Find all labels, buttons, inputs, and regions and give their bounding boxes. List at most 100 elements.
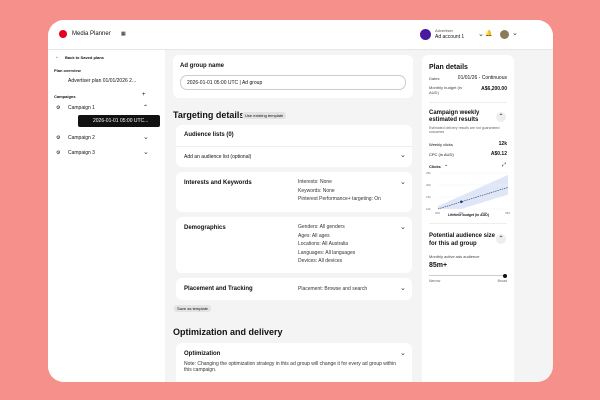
y-tick-label: 15k bbox=[426, 195, 431, 199]
sidebar-campaign-1[interactable]: ⚙ Campaign 1 ⌃ bbox=[54, 102, 154, 114]
devices-line: Devices: All devices bbox=[298, 258, 343, 264]
budget-value: A$6,200.00 bbox=[481, 86, 507, 92]
chevron-down-icon: ⌄ bbox=[143, 149, 149, 156]
bell-icon[interactable]: 🔔 bbox=[485, 31, 493, 37]
placement-card[interactable]: Placement and Tracking Placement: Browse… bbox=[176, 278, 412, 300]
chevron-down-icon[interactable]: ⌄ bbox=[444, 162, 449, 168]
plan-overview-label: Plan overview bbox=[54, 68, 81, 73]
keywords-line: Keywords: None bbox=[298, 187, 335, 194]
interests-line: Interests: None bbox=[298, 179, 332, 185]
back-label: Back to Saved plans bbox=[65, 55, 104, 60]
confidence-band bbox=[438, 174, 508, 209]
chart-xlabel: Lifetime budget (in AUD) bbox=[448, 213, 489, 217]
dates-label: Dates bbox=[429, 76, 440, 81]
app-window: Media Planner ▦ Advertiser Ad account 1 … bbox=[48, 20, 553, 382]
ad-group-name-label: Ad group name bbox=[180, 63, 225, 69]
chart-metric-dropdown[interactable]: Clicks bbox=[429, 164, 441, 169]
weekly-results-title: Campaign weekly estimated results bbox=[429, 110, 480, 123]
campaign-icon: ⚙ bbox=[56, 150, 61, 156]
plan-name-link[interactable]: Advertiser plan 01/01/2026 2... bbox=[68, 78, 137, 84]
plan-details-title: Plan details bbox=[429, 64, 468, 71]
interests-title: Interests and Keywords bbox=[184, 180, 252, 186]
campaign-label: Campaign 2 bbox=[68, 135, 95, 141]
campaign-label: Campaign 3 bbox=[68, 150, 95, 156]
expand-icon[interactable]: ⤢ bbox=[502, 162, 507, 168]
ages-line: Ages: All ages bbox=[298, 232, 330, 239]
sidebar: ← Back to Saved plans Plan overview Adve… bbox=[48, 50, 165, 382]
series-line bbox=[437, 187, 509, 210]
demographics-title: Demographics bbox=[184, 225, 226, 231]
cpc-label: CPC (in AUD) bbox=[429, 152, 454, 157]
dates-value: 01/01/26 - Continuous bbox=[457, 75, 507, 81]
ad-group-label: 2026-01-01 05:00 UTC... bbox=[93, 118, 149, 124]
x-tick-label: 200 bbox=[435, 211, 440, 215]
locations-line: Locations: All Australia bbox=[298, 241, 349, 247]
y-tick-label: 20k bbox=[426, 183, 431, 187]
budget-label: Monthly budget (in AUD) bbox=[429, 85, 462, 95]
sidebar-campaign-3[interactable]: ⚙ Campaign 3 ⌄ bbox=[54, 147, 154, 159]
ad-group-name-input[interactable]: 2026-01-01 05:00 UTC | Ad group bbox=[180, 75, 406, 90]
audience-meter bbox=[429, 273, 507, 278]
ad-group-name-value: 2026-01-01 05:00 UTC | Ad group bbox=[187, 80, 263, 86]
weekly-note: Estimated delivery results are not guara… bbox=[429, 126, 500, 134]
pinterest-logo-icon bbox=[59, 30, 67, 38]
sidebar-campaign-2[interactable]: ⚙ Campaign 2 ⌄ bbox=[54, 132, 154, 144]
languages-line: Languages: All languages bbox=[298, 249, 356, 256]
demographics-summary: Genders: All genders Ages: All ages Loca… bbox=[298, 223, 355, 266]
cpc-value: A$0.12 bbox=[490, 151, 507, 157]
optimization-note: Note: Changing the optimization strategy… bbox=[184, 361, 397, 373]
clicks-value: 12k bbox=[498, 141, 507, 147]
chevron-down-icon: ⌄ bbox=[478, 31, 484, 38]
account-switcher[interactable]: Advertiser Ad account 1 ⌄ bbox=[420, 27, 490, 43]
y-tick-label: 25k bbox=[426, 171, 431, 175]
x-tick-label: 300 bbox=[482, 211, 487, 215]
interests-card[interactable]: Interests and Keywords Interests: None K… bbox=[176, 172, 412, 212]
audience-size-label: Monthly active ads audience bbox=[429, 254, 480, 259]
add-audience-link[interactable]: Add an audience list (optional) bbox=[184, 154, 252, 160]
placement-summary: Placement: Browse and search bbox=[298, 286, 368, 292]
interests-summary: Interests: None Keywords: None Pinterest… bbox=[298, 178, 381, 204]
chevron-down-icon[interactable]: ⌄ bbox=[400, 350, 406, 357]
ad-group-name-card: Ad group name 2026-01-01 05:00 UTC | Ad … bbox=[173, 55, 413, 98]
current-budget-marker bbox=[460, 200, 463, 204]
campaign-label: Campaign 1 bbox=[68, 105, 95, 111]
genders-line: Genders: All genders bbox=[298, 224, 345, 230]
placement-title: Placement and Tracking bbox=[184, 286, 253, 292]
collapse-chevron-up-icon[interactable]: ⌃ bbox=[496, 234, 506, 244]
demographics-card[interactable]: Demographics Genders: All genders Ages: … bbox=[176, 217, 412, 273]
use-template-button[interactable]: Use existing template bbox=[242, 112, 287, 119]
performance-line: Pinterest Performance+ targeting: On bbox=[298, 196, 381, 202]
chevron-down-icon[interactable]: ⌄ bbox=[400, 179, 406, 186]
campaigns-label: Campaigns bbox=[54, 94, 76, 99]
top-bar: Media Planner ▦ Advertiser Ad account 1 … bbox=[48, 20, 553, 50]
audience-size-value: 85m+ bbox=[429, 262, 448, 269]
x-tick-label: 350 bbox=[505, 211, 510, 215]
chevron-down-icon[interactable]: ⌄ bbox=[400, 152, 406, 159]
user-avatar[interactable] bbox=[500, 30, 509, 39]
clicks-chart: 25k 20k 15k 10k 200 250 300 350 bbox=[426, 171, 510, 215]
back-link[interactable]: ← Back to Saved plans bbox=[53, 53, 153, 63]
campaign-icon: ⚙ bbox=[56, 105, 61, 111]
grid-icon[interactable]: ▦ bbox=[121, 31, 126, 37]
save-template-button[interactable]: Save as template bbox=[174, 305, 211, 312]
account-name: Ad account 1 bbox=[435, 34, 465, 40]
arrow-left-icon: ← bbox=[55, 54, 60, 60]
chevron-down-icon[interactable]: ⌄ bbox=[512, 30, 518, 37]
chevron-up-icon: ⌃ bbox=[143, 105, 149, 111]
audience-card: Audience lists (0) Add an audience list … bbox=[176, 125, 412, 167]
chevron-down-icon[interactable]: ⌄ bbox=[400, 285, 406, 292]
audience-size-title: Potential audience size for this ad grou… bbox=[429, 233, 496, 247]
sidebar-ad-group-selected[interactable]: 2026-01-01 05:00 UTC... bbox=[78, 115, 160, 127]
clicks-label: Weekly clicks bbox=[429, 142, 453, 147]
campaign-icon: ⚙ bbox=[56, 135, 61, 141]
optimization-section-title: Optimization and delivery bbox=[173, 327, 283, 337]
collapse-chevron-up-icon[interactable]: ⌃ bbox=[496, 112, 506, 122]
add-campaign-icon[interactable]: + bbox=[142, 92, 146, 98]
broad-label: Broad bbox=[497, 279, 507, 283]
app-title: Media Planner bbox=[72, 31, 111, 37]
plan-details-panel: Plan details Dates 01/01/26 - Continuous… bbox=[422, 55, 514, 382]
optimization-title: Optimization bbox=[184, 351, 221, 357]
chevron-down-icon[interactable]: ⌄ bbox=[400, 224, 406, 231]
audience-title: Audience lists (0) bbox=[184, 132, 234, 138]
optimization-card[interactable]: Optimization ⌄ Note: Changing the optimi… bbox=[176, 343, 412, 382]
